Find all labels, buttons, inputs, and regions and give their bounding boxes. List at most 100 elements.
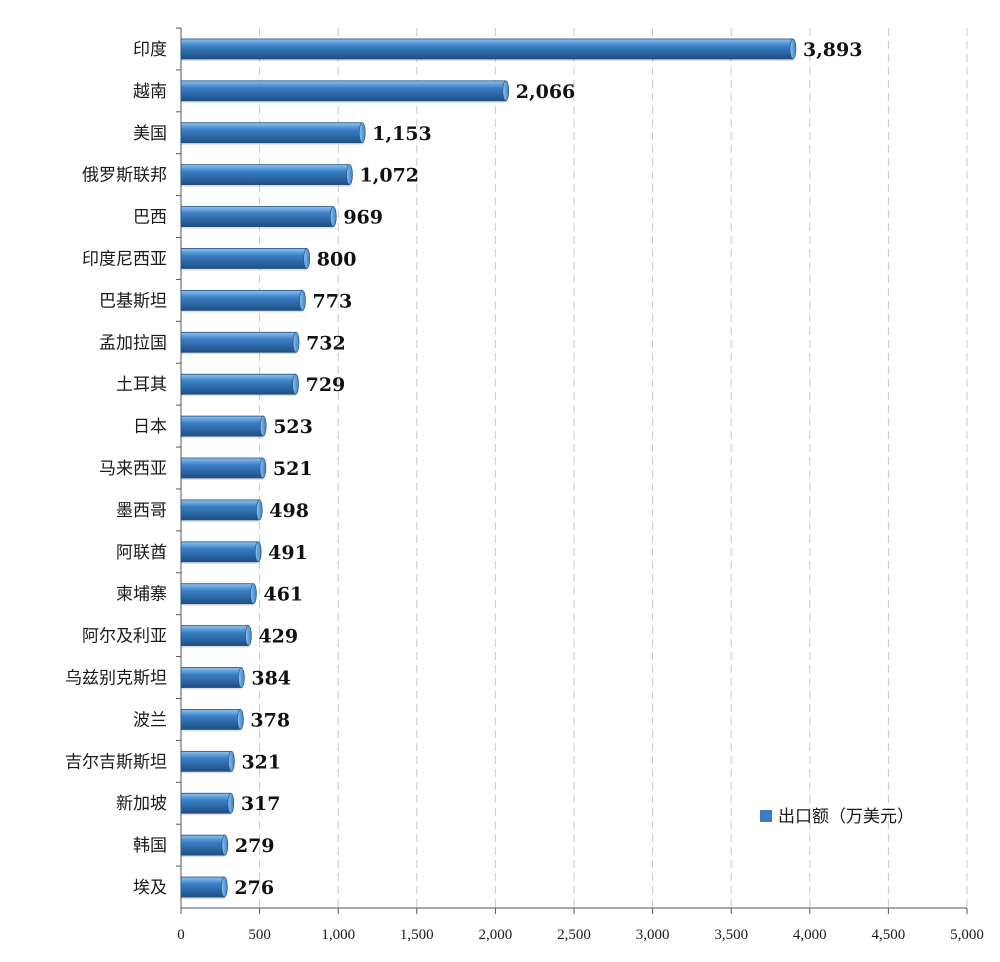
value-label: 732 [306, 332, 346, 354]
bar [180, 164, 350, 186]
bar [180, 541, 259, 563]
category-label: 吉尔吉斯斯坦 [65, 752, 167, 772]
bar-cap [502, 80, 510, 102]
value-label: 1,072 [360, 165, 420, 187]
value-label: 384 [251, 668, 291, 690]
value-label: 1,153 [372, 123, 432, 145]
x-tick-label: 5,000 [950, 927, 984, 943]
value-label: 461 [263, 584, 303, 606]
value-label: 3,893 [803, 39, 863, 61]
legend: 出口额（万美元） [760, 807, 914, 827]
bar [180, 373, 296, 395]
bar-cap [228, 751, 235, 772]
bar-cap [227, 792, 235, 814]
category-label: 阿尔及利亚 [82, 627, 167, 647]
x-tick-label: 500 [248, 927, 271, 943]
bar [180, 709, 241, 730]
bar-cap [346, 164, 353, 185]
value-label: 498 [269, 500, 309, 522]
value-label: 523 [273, 416, 313, 438]
bar [180, 792, 232, 814]
bar-cap [358, 122, 366, 144]
category-label: 墨西哥 [116, 501, 167, 521]
bar [180, 625, 249, 647]
category-label: 新加坡 [116, 794, 167, 814]
bar [180, 457, 264, 479]
bar-cap [303, 248, 311, 269]
bar [180, 667, 242, 688]
value-label: 800 [317, 248, 357, 270]
bar [180, 499, 260, 521]
category-label: 马来西亚 [99, 459, 167, 479]
category-label: 波兰 [133, 710, 167, 730]
value-label: 969 [343, 207, 383, 229]
category-label: 美国 [133, 124, 167, 144]
category-label: 柬埔寨 [116, 585, 167, 605]
x-tick-label: 3,000 [636, 927, 670, 943]
category-label: 孟加拉国 [99, 333, 167, 353]
value-label: 729 [306, 374, 346, 396]
bar-cap [254, 541, 262, 563]
bar-cap [259, 415, 267, 437]
bar [180, 834, 226, 856]
bar-cap [221, 876, 228, 898]
x-tick-label: 2,500 [557, 927, 591, 943]
category-label: 阿联酋 [116, 543, 167, 563]
legend-label: 出口额（万美元） [778, 807, 914, 827]
grid-layer [259, 28, 968, 908]
bar [180, 80, 507, 102]
bar-cap [292, 331, 300, 353]
x-tick-label: 4,000 [793, 927, 827, 943]
category-label: 俄罗斯联邦 [82, 166, 167, 186]
value-label: 429 [258, 626, 298, 648]
bar-cap [299, 290, 306, 311]
x-tick-label: 1,500 [400, 927, 434, 943]
value-label: 2,066 [516, 81, 576, 103]
bar-cap [221, 834, 229, 856]
category-label: 巴西 [133, 208, 167, 228]
bar [180, 750, 232, 772]
value-label: 317 [241, 793, 281, 815]
x-tick-label: 1,000 [321, 927, 355, 943]
category-label: 印度尼西亚 [82, 249, 167, 269]
x-tick-label: 4,500 [872, 927, 906, 943]
x-tick-label: 2,000 [479, 927, 513, 943]
bar-cap [330, 206, 337, 227]
bar-cap [292, 373, 299, 395]
bar-cap [789, 38, 797, 60]
legend-swatch [760, 810, 772, 822]
value-label: 773 [313, 290, 353, 312]
axis-layer: 0 500 1,000 1,500 2,000 2,500 3,000 3,500 4,000 4… [176, 27, 984, 943]
value-label: 321 [241, 751, 281, 773]
value-label: 276 [234, 877, 274, 899]
bar-cap [245, 625, 252, 646]
bar-cap [237, 709, 244, 730]
bar [180, 583, 254, 605]
x-tick-label: 3,500 [714, 927, 748, 943]
category-label: 土耳其 [116, 375, 167, 395]
bars-layer [180, 38, 797, 900]
bar [180, 248, 308, 269]
category-label: 乌兹别克斯坦 [65, 669, 167, 689]
category-label: 越南 [133, 82, 167, 102]
bar [180, 331, 297, 353]
category-label: 巴基斯坦 [99, 291, 167, 311]
bar-cap [255, 499, 263, 521]
category-label: 印度 [133, 40, 167, 60]
bar [180, 38, 794, 60]
x-tick-label: 0 [177, 927, 185, 943]
bar-cap [238, 667, 245, 688]
category-label: 日本 [133, 417, 167, 437]
value-label: 279 [235, 835, 275, 857]
bar-cap [259, 457, 267, 479]
bar [180, 415, 264, 437]
value-label: 521 [273, 458, 313, 480]
category-label: 埃及 [133, 878, 167, 898]
value-label: 378 [250, 709, 290, 731]
labels-layer: 印度 3,893 越南 2,066 美国 1,153 俄罗斯联邦 1,072 巴西 969 印度尼西… [65, 39, 862, 899]
bar [180, 122, 363, 144]
bar [180, 876, 225, 898]
bar [180, 206, 334, 227]
